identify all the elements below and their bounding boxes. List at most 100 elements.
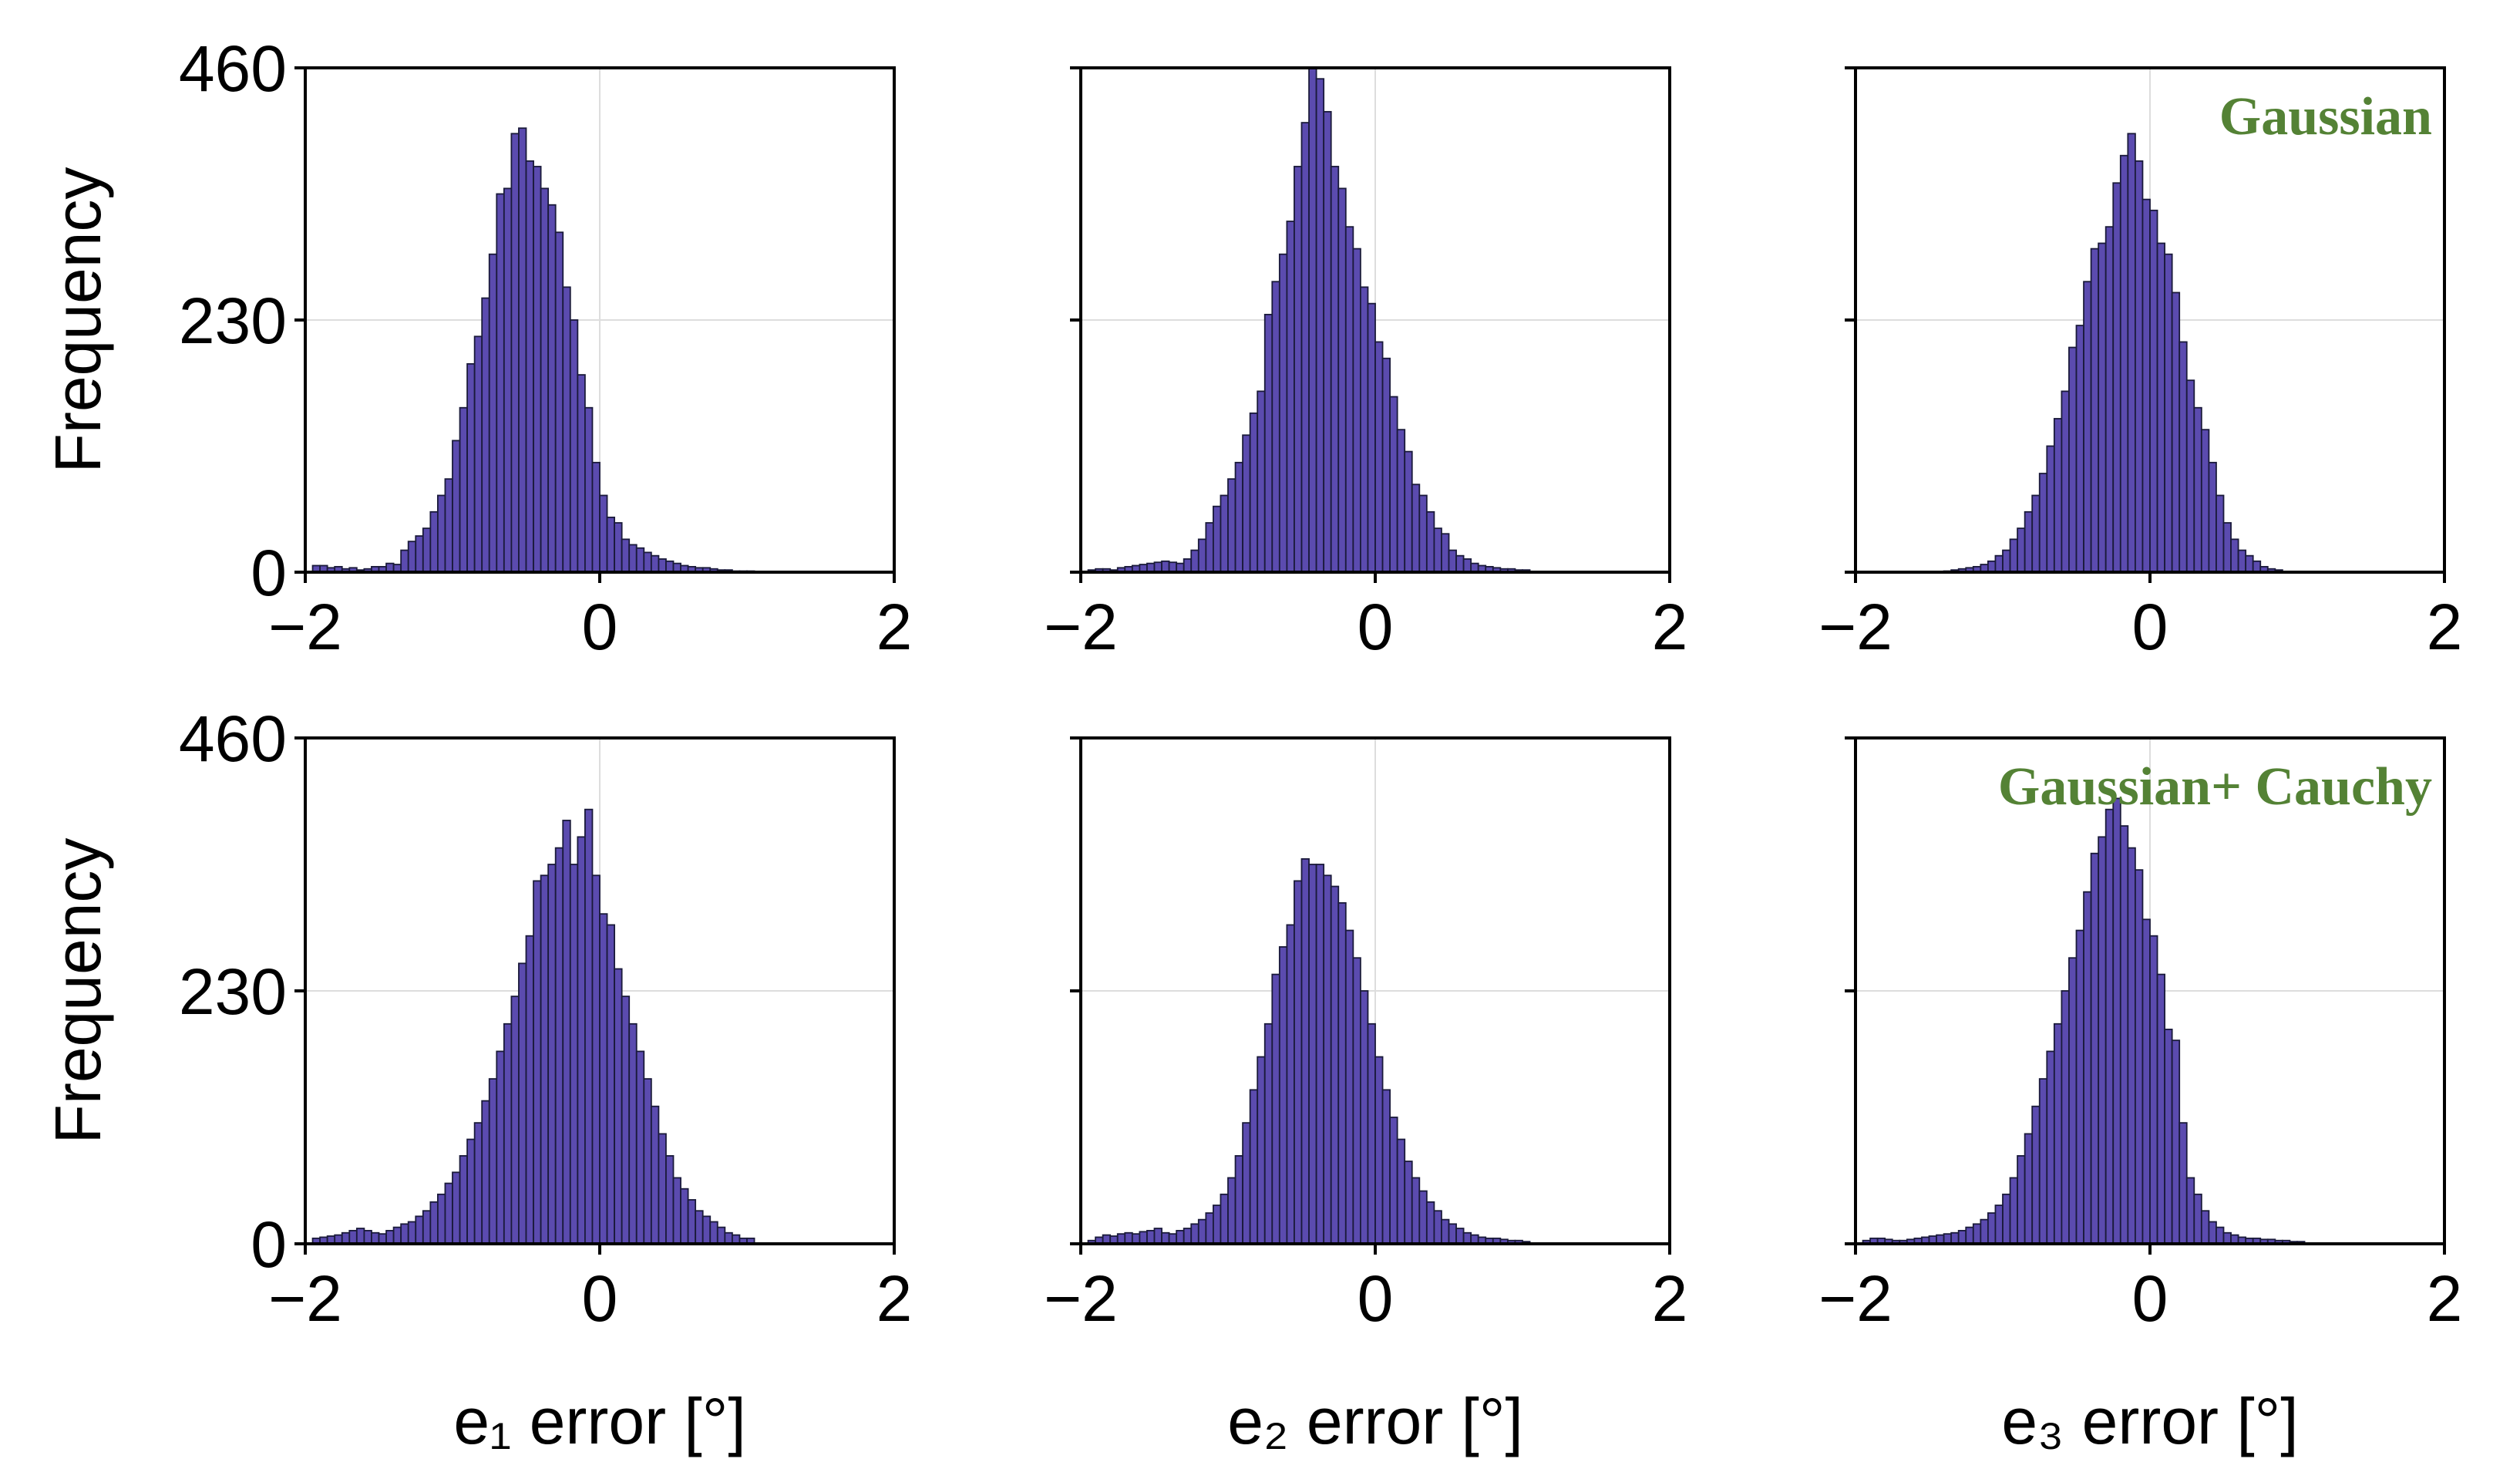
histogram-bar	[1411, 483, 1421, 573]
histogram-bar	[724, 1231, 733, 1245]
histogram-bar	[2068, 957, 2078, 1245]
histogram-bar	[2156, 242, 2166, 573]
histogram-bar	[1257, 1056, 1266, 1245]
histogram-bar	[665, 1155, 675, 1245]
histogram-bar	[1360, 990, 1369, 1245]
histogram-bar	[1263, 1022, 1273, 1245]
histogram-bar	[2002, 549, 2011, 573]
x-axis-label: e₁ error [°]	[453, 1385, 745, 1457]
x-tick-label: 2	[1652, 591, 1688, 663]
histogram-bar	[1389, 1117, 1398, 1245]
histogram-bar	[2179, 341, 2188, 573]
histogram-bar	[1323, 110, 1332, 573]
histogram-bar	[562, 820, 571, 1245]
histogram-bar	[1234, 1155, 1244, 1245]
histogram-bar	[371, 1231, 380, 1245]
histogram-bar	[1965, 1226, 1974, 1245]
histogram-bar	[363, 1229, 372, 1245]
histogram-bar	[2009, 1177, 2019, 1245]
histogram-bar	[716, 1226, 726, 1245]
histogram-bar	[1315, 864, 1325, 1245]
histogram-bar	[1308, 67, 1317, 573]
histogram-bar	[591, 874, 601, 1245]
histogram-bar	[1950, 1231, 1960, 1245]
histogram-bar	[1462, 558, 1472, 573]
histogram-bar	[554, 231, 564, 573]
histogram-bar	[2104, 808, 2115, 1245]
histogram-panel-3: −2 0 2 Gaussian	[1819, 66, 2462, 663]
histogram-bar	[1300, 122, 1310, 573]
histogram-panel-5: −2 0 2 e₂ error [°]	[1044, 736, 1687, 1457]
histogram-bar	[1286, 221, 1295, 573]
histogram-bar	[1220, 1193, 1229, 1245]
histogram-bar	[510, 133, 520, 573]
histogram-bar	[1337, 187, 1347, 573]
histogram-bar	[2141, 198, 2151, 573]
histogram-bar	[481, 297, 490, 573]
histogram-bar	[2141, 918, 2151, 1245]
histogram-bar	[1381, 357, 1391, 573]
histogram-bar	[1153, 1228, 1162, 1245]
histogram-bar	[1418, 1190, 1428, 1245]
histogram-bar	[2149, 209, 2158, 573]
histogram-bar	[503, 1022, 513, 1245]
y-axis-label: Frequency	[42, 838, 114, 1144]
histogram-bar	[488, 1078, 498, 1245]
histogram-bar	[599, 494, 608, 573]
histogram-bar	[2017, 527, 2026, 573]
x-tick-label: 0	[2132, 1262, 2168, 1335]
x-tick-label: 0	[1358, 1262, 1394, 1335]
histogram-bar	[1308, 864, 1317, 1245]
histogram-bar	[473, 335, 483, 573]
histogram-bar	[1987, 1212, 1997, 1245]
histogram-bar	[1161, 1231, 1170, 1245]
histogram-bar	[1360, 286, 1369, 573]
histogram-bar	[1139, 1231, 1148, 1245]
y-tick-label: 460	[179, 32, 287, 105]
histogram-bar	[2053, 1022, 2063, 1245]
histogram-bar	[695, 1210, 704, 1245]
histogram-bar	[1433, 1210, 1442, 1245]
histogram-bar	[1433, 527, 1442, 573]
histogram-bar	[1330, 885, 1340, 1245]
histogram-bar	[1271, 281, 1280, 573]
panel-annotation: Gaussian+ Cauchy	[1998, 757, 2432, 817]
histogram-bar	[1205, 1212, 1214, 1245]
histogram-bar	[2185, 1177, 2195, 1245]
histogram-bar	[2038, 473, 2048, 573]
histogram-bar	[355, 1228, 365, 1245]
histogram-bar	[1980, 1218, 1989, 1245]
histogram-bar	[2068, 346, 2078, 573]
histogram-bar	[2098, 242, 2107, 573]
histogram-bar	[635, 547, 645, 573]
histogram-bar	[584, 808, 594, 1245]
histogram-bar	[2002, 1193, 2011, 1245]
histogram-bar	[2090, 248, 2100, 573]
histogram-bar	[407, 541, 417, 573]
histogram-bar	[2061, 390, 2070, 573]
x-tick-label: 0	[2132, 591, 2168, 663]
histogram-bar	[2104, 226, 2115, 573]
histogram-bar	[2171, 1039, 2181, 1245]
histogram-bar	[1190, 1223, 1199, 1245]
histogram-bar	[635, 1050, 645, 1245]
histogram-bar	[1344, 226, 1354, 573]
histogram-bar	[540, 187, 550, 573]
histogram-bar	[1957, 1229, 1967, 1245]
histogram-bar	[1213, 505, 1222, 573]
histogram-bar	[1146, 1229, 1156, 1245]
histogram-bar	[2164, 1029, 2173, 1245]
histogram-bar	[1176, 1229, 1185, 1245]
histogram-bar	[1197, 1218, 1207, 1245]
histogram-bar	[2216, 1226, 2225, 1245]
y-tick-label: 0	[251, 1208, 287, 1281]
histogram-bar	[650, 1105, 660, 1245]
histogram-bar	[459, 1155, 468, 1245]
histogram-bar	[2061, 990, 2070, 1245]
histogram-bar	[2230, 538, 2239, 573]
histogram-bar	[1425, 1201, 1435, 1245]
histogram-bar	[2053, 418, 2063, 573]
histogram-bar	[348, 1229, 358, 1245]
histogram-bar	[1425, 510, 1435, 573]
